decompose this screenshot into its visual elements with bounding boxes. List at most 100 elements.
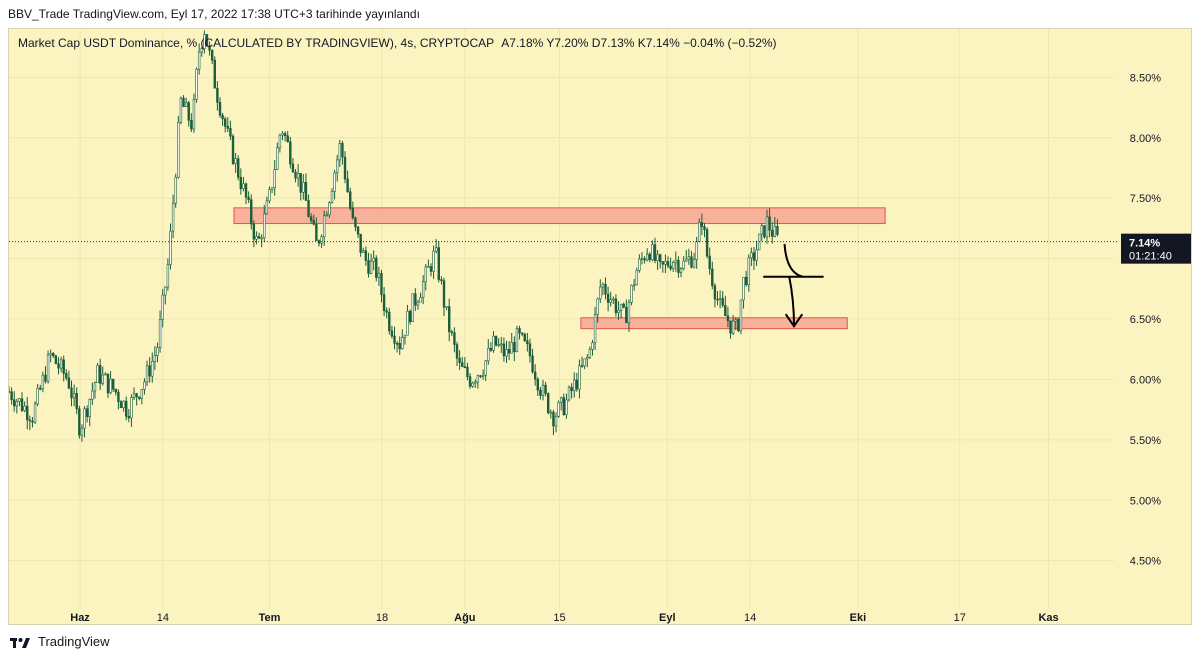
candle-body	[247, 196, 250, 201]
candle-body	[109, 378, 112, 394]
x-tick-label: 14	[157, 612, 169, 624]
candle-body	[289, 141, 292, 165]
candle-body	[278, 134, 282, 149]
candle-body	[692, 259, 696, 268]
candle-body	[518, 328, 521, 334]
candle-body	[208, 45, 211, 51]
candle-body	[205, 34, 209, 47]
candle-body	[39, 387, 42, 390]
candle-body	[750, 252, 753, 259]
candle-body	[166, 264, 170, 288]
candle-body	[533, 371, 537, 380]
candle-body	[729, 320, 732, 334]
x-tick-label: 17	[954, 612, 966, 624]
candle-body	[645, 253, 649, 261]
candle-body	[744, 276, 748, 286]
candle-body	[476, 375, 480, 383]
y-tick-label: 7.50%	[1130, 193, 1161, 205]
candle-body	[591, 342, 594, 350]
x-tick-label: Eyl	[659, 612, 676, 624]
candle-body	[393, 335, 396, 344]
candle-body	[416, 301, 420, 306]
candle-body	[20, 398, 24, 411]
candle-body	[265, 200, 269, 215]
candle-body	[580, 365, 584, 368]
candle-body	[739, 299, 743, 332]
chart-frame[interactable]: 8.50%8.00%7.50%7.00%6.50%6.00%5.50%5.00%…	[8, 28, 1192, 625]
candle-body	[578, 365, 581, 390]
candle-body	[13, 399, 16, 407]
candle-body	[130, 397, 133, 419]
candle-body	[664, 261, 667, 265]
candle-body	[338, 143, 342, 161]
candle-body	[325, 214, 328, 217]
candle-body	[239, 176, 243, 189]
candle-body	[612, 298, 615, 301]
candle-body	[67, 377, 71, 389]
candle-body	[481, 374, 485, 377]
price-badge-value: 7.14%	[1129, 238, 1160, 250]
candle-body	[776, 226, 779, 235]
candle-body	[18, 398, 21, 402]
annotation-arrow-head	[784, 313, 804, 329]
candle-body	[148, 365, 151, 377]
candle-body	[760, 225, 763, 235]
candle-body	[380, 273, 383, 296]
candle-body	[434, 247, 438, 252]
candle-body	[731, 320, 735, 334]
candle-body	[406, 310, 409, 336]
price-zone	[580, 317, 848, 330]
candle-body	[72, 393, 76, 399]
candle-body	[502, 343, 506, 357]
candle-body	[312, 220, 315, 225]
candle-body	[41, 374, 45, 390]
candle-body	[726, 315, 730, 322]
candle-body	[513, 342, 516, 353]
x-tick-label: 14	[744, 612, 756, 624]
candle-body	[85, 408, 89, 418]
candle-body	[531, 355, 534, 373]
y-tick-label: 8.00%	[1130, 133, 1161, 145]
candle-body	[36, 387, 39, 405]
candle-body	[515, 328, 519, 353]
candle-body	[713, 285, 717, 300]
candle-body	[390, 330, 394, 337]
candle-body	[291, 163, 295, 173]
candle-body	[231, 135, 235, 164]
candle-body	[346, 178, 349, 193]
candle-body	[369, 260, 373, 274]
candle-body	[59, 359, 63, 369]
candle-body	[302, 182, 305, 193]
candle-body	[661, 261, 665, 265]
candle-body	[111, 378, 115, 390]
candle-body	[257, 236, 261, 239]
price-badge-timer: 01:21:40	[1129, 251, 1172, 263]
candle-body	[127, 416, 131, 419]
candle-body	[65, 373, 68, 379]
grid-lines	[9, 29, 1114, 609]
candle-body	[260, 237, 263, 240]
candle-body	[153, 355, 157, 362]
candle-body	[195, 68, 198, 100]
candle-body	[507, 349, 511, 354]
candle-body	[687, 256, 691, 260]
chart-canvas[interactable]: 8.50%8.00%7.50%7.00%6.50%6.00%5.50%5.00%…	[9, 29, 1192, 625]
candle-body	[356, 226, 360, 235]
candle-body	[122, 400, 125, 409]
candle-body	[210, 50, 214, 61]
candle-body	[549, 411, 552, 414]
candle-body	[304, 182, 308, 201]
candle-body	[177, 121, 180, 178]
y-tick-label: 6.50%	[1130, 314, 1161, 326]
candle-body	[682, 260, 685, 269]
candle-body	[541, 384, 545, 396]
annotation-stroke	[783, 244, 803, 278]
candle-body	[599, 286, 602, 300]
candle-body	[132, 393, 136, 398]
candle-body	[169, 230, 172, 265]
candle-body	[242, 183, 245, 189]
candle-body	[33, 403, 37, 423]
candle-body	[216, 87, 219, 103]
candle-body	[309, 216, 313, 221]
candle-body	[742, 276, 745, 301]
